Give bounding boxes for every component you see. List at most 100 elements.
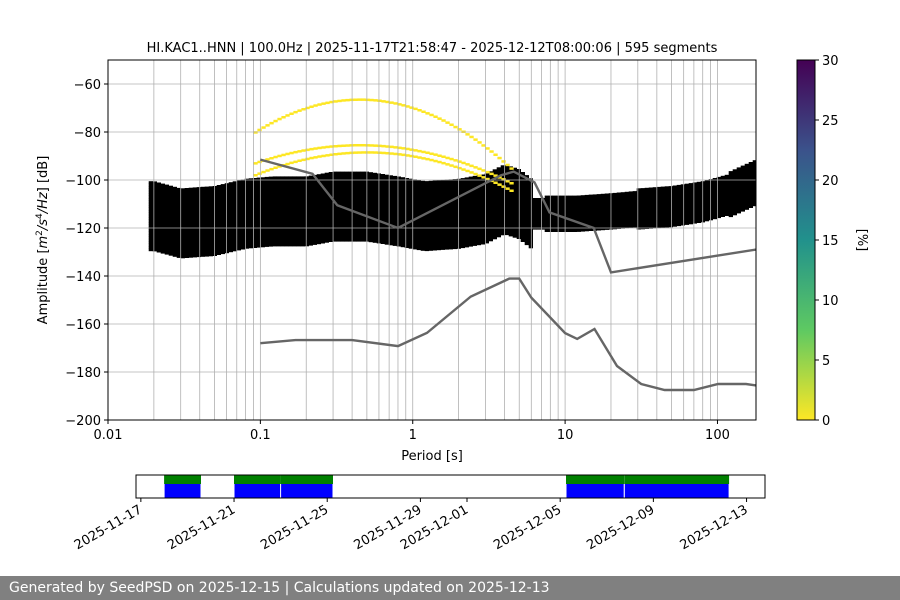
heatmap-cell: [316, 198, 321, 201]
heatmap-cell: [216, 185, 221, 188]
heatmap-cell: [360, 217, 365, 220]
heatmap-cell: [504, 225, 509, 228]
heatmap-cell: [408, 200, 413, 204]
heatmap-cell: [752, 177, 756, 180]
heatmap-cell: [272, 176, 277, 180]
heatmap-outlier-cell: [465, 169, 470, 173]
heatmap-cell: [684, 219, 689, 223]
heatmap-cell: [624, 201, 629, 205]
heatmap-cell: [616, 226, 621, 229]
heatmap-cell: [256, 225, 261, 229]
heatmap-cell: [248, 209, 253, 213]
heatmap-cell: [200, 230, 205, 233]
heatmap-outlier-cell: [281, 153, 286, 157]
heatmap-cell: [744, 204, 749, 208]
heatmap-cell: [640, 202, 645, 206]
heatmap-cell: [180, 233, 185, 237]
heatmap-cell: [440, 182, 445, 186]
heatmap-cell: [220, 184, 225, 187]
heatmap-cell: [492, 193, 497, 197]
heatmap-cell: [228, 194, 233, 197]
heatmap-cell: [436, 201, 441, 205]
heatmap-cell: [472, 195, 477, 198]
heatmap-outlier-cell: [493, 153, 498, 156]
heatmap-cell: [664, 205, 669, 209]
heatmap-cell: [748, 198, 753, 201]
heatmap-cell: [240, 239, 245, 243]
date-tick-label: 2025-11-21: [165, 502, 238, 553]
heatmap-cell: [460, 197, 465, 201]
heatmap-outlier-cell: [461, 168, 466, 171]
heatmap-cell: [624, 220, 629, 224]
heatmap-cell: [284, 236, 289, 240]
heatmap-cell: [148, 231, 153, 235]
heatmap-cell: [184, 252, 189, 256]
heatmap-cell: [548, 214, 553, 218]
heatmap-cell: [500, 210, 505, 214]
heatmap-cell: [268, 241, 273, 245]
heatmap-cell: [316, 236, 321, 240]
heatmap-cell: [604, 205, 609, 209]
heatmap-cell: [480, 234, 485, 238]
heatmap-cell: [168, 214, 173, 218]
heatmap-cell: [372, 184, 377, 188]
heatmap-cell: [324, 194, 329, 198]
heatmap-cell: [284, 205, 289, 208]
heatmap-cell: [196, 196, 201, 200]
heatmap-cell: [300, 198, 305, 201]
heatmap-cell: [328, 208, 333, 211]
heatmap-cell: [172, 198, 177, 202]
heatmap-cell: [288, 183, 293, 187]
heatmap-cell: [304, 231, 309, 235]
heatmap-cell: [172, 213, 177, 216]
heatmap-cell: [740, 184, 745, 188]
heatmap-cell: [304, 183, 309, 187]
heatmap-cell: [724, 186, 729, 190]
heatmap-cell: [388, 225, 393, 229]
heatmap-cell: [268, 219, 273, 223]
heatmap-cell: [492, 210, 497, 213]
heatmap-cell: [372, 213, 377, 217]
heatmap-cell: [668, 214, 673, 218]
heatmap-outlier-cell: [293, 150, 298, 154]
heatmap-cell: [428, 207, 433, 210]
colorbar-tick-label: 10: [822, 294, 839, 309]
heatmap-cell: [528, 183, 533, 186]
footer-bar: Generated by SeedPSD on 2025-12-15 | Cal…: [0, 576, 900, 600]
heatmap-cell: [264, 239, 269, 243]
heatmap-outlier-cell: [337, 152, 342, 156]
heatmap-cell: [564, 198, 569, 201]
heatmap-cell: [752, 186, 756, 190]
heatmap-cell: [220, 234, 225, 238]
heatmap-cell: [520, 198, 525, 202]
heatmap-cell: [216, 223, 221, 227]
heatmap-cell: [508, 197, 513, 201]
heatmap-cell: [308, 223, 313, 227]
heatmap-cell: [348, 176, 353, 180]
heatmap-cell: [628, 203, 633, 207]
heatmap-cell: [248, 233, 253, 237]
x-axis-label: Period [s]: [401, 449, 463, 464]
heatmap-cell: [408, 205, 413, 208]
heatmap-cell: [320, 183, 325, 186]
heatmap-cell: [448, 234, 453, 238]
heatmap-cell: [600, 215, 605, 219]
heatmap-cell: [476, 225, 481, 229]
heatmap-cell: [440, 194, 445, 198]
heatmap-cell: [476, 223, 481, 226]
heatmap-cell: [724, 177, 729, 180]
heatmap-cell: [712, 182, 717, 186]
heatmap-cell: [464, 187, 469, 190]
heatmap-cell: [408, 217, 413, 220]
heatmap-cell: [408, 231, 413, 235]
heatmap-cell: [316, 193, 321, 197]
heatmap-cell: [252, 178, 257, 181]
heatmap-cell: [564, 210, 569, 213]
heatmap-cell: [744, 183, 749, 186]
heatmap-cell: [172, 254, 177, 257]
heatmap-cell: [332, 181, 337, 184]
heatmap-cell: [612, 202, 617, 206]
x-tick-label: 0.1: [250, 428, 271, 443]
heatmap-cell: [292, 219, 297, 223]
heatmap-cell: [160, 214, 165, 218]
